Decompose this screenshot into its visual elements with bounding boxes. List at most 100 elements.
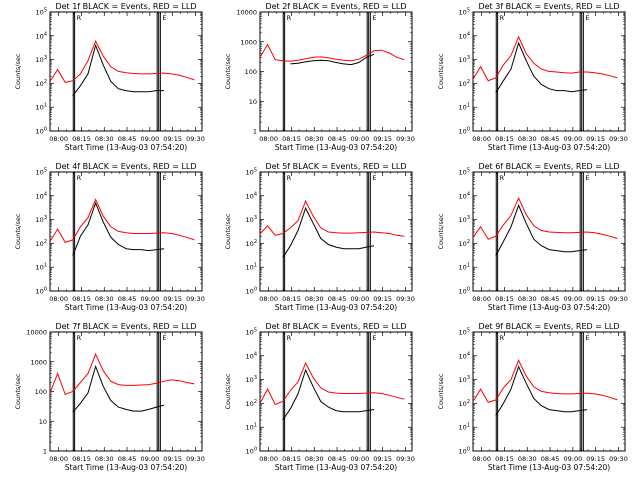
x-tick-label: 09:30 — [396, 295, 415, 303]
x-tick-label: 09:15 — [163, 295, 182, 303]
y-tick-label: 105 — [246, 328, 257, 337]
y-axis-label: Counts/sec — [224, 213, 232, 249]
y-tick-label: 104 — [459, 191, 470, 200]
y-tick-label: 100 — [246, 447, 257, 456]
chart-title: Det 5f BLACK = Events, RED = LLD — [265, 162, 406, 171]
y-tick-label: 102 — [36, 239, 47, 248]
x-tick-label: 09:00 — [350, 455, 369, 463]
x-tick-label: 08:30 — [95, 295, 114, 303]
y-tick-label: 105 — [36, 8, 47, 17]
chart-title: Det 2f BLACK = Events, RED = LLD — [265, 2, 406, 11]
marker-label-e: E — [372, 14, 376, 22]
y-tick-label: 1000 — [240, 38, 257, 46]
y-tick-label: 101 — [459, 103, 470, 112]
series-line-events — [282, 206, 375, 258]
x-tick-label: 09:00 — [563, 455, 582, 463]
x-tick-label: 08:00 — [49, 455, 68, 463]
x-tick-label: 08:15 — [495, 135, 514, 143]
marker-label-e: E — [372, 334, 376, 342]
x-axis-label: Start Time (13-Aug-03 07:54:20) — [488, 463, 610, 472]
x-tick-label: 09:15 — [163, 455, 182, 463]
series-line-events — [72, 201, 165, 256]
y-tick-label: 101 — [246, 423, 257, 432]
plot-frame — [259, 171, 413, 292]
x-tick-label: 08:45 — [328, 455, 347, 463]
y-tick-label: 103 — [459, 215, 470, 224]
y-axis-label: Counts/sec — [224, 53, 232, 89]
y-tick-label: 100 — [459, 447, 470, 456]
chart-panel-7: Det 7f BLACK = Events, RED = LLD 1 10 100 10… — [14, 322, 205, 472]
x-axis-label: Start Time (13-Aug-03 07:54:20) — [488, 303, 610, 312]
x-tick-label: 08:15 — [282, 135, 301, 143]
y-tick-label: 10000 — [26, 329, 47, 337]
x-tick-label: 08:45 — [541, 455, 560, 463]
x-tick-label: 09:15 — [586, 135, 605, 143]
chart-title: Det 8f BLACK = Events, RED = LLD — [265, 322, 406, 331]
y-tick-label: 1000 — [30, 358, 47, 366]
y-tick-label: 100 — [246, 287, 257, 296]
plot-frame — [49, 11, 203, 132]
y-tick-label: 104 — [36, 191, 47, 200]
x-tick-label: 09:00 — [140, 455, 159, 463]
marker-label-r: R — [500, 334, 505, 342]
x-tick-label: 08:45 — [328, 135, 347, 143]
marker-label-r: R — [500, 14, 505, 22]
marker-label-r: R — [77, 14, 82, 22]
y-axis-label: Counts/sec — [224, 373, 232, 409]
x-tick-label: 09:00 — [350, 135, 369, 143]
x-tick-label: 08:15 — [72, 295, 91, 303]
x-axis-label: Start Time (13-Aug-03 07:54:20) — [275, 143, 397, 152]
x-tick-label: 09:30 — [186, 455, 205, 463]
y-tick-label: 100 — [459, 287, 470, 296]
x-tick-label: 08:15 — [495, 455, 514, 463]
x-axis-label: Start Time (13-Aug-03 07:54:20) — [275, 463, 397, 472]
x-tick-label: 08:00 — [259, 455, 278, 463]
x-tick-label: 08:00 — [259, 295, 278, 303]
x-tick-label: 08:00 — [472, 455, 491, 463]
y-tick-label: 102 — [459, 399, 470, 408]
x-tick-label: 09:15 — [373, 135, 392, 143]
y-tick-label: 104 — [36, 31, 47, 40]
marker-label-r: R — [500, 174, 505, 182]
series-line-lld — [472, 359, 618, 404]
chart-title: Det 6f BLACK = Events, RED = LLD — [478, 162, 619, 171]
plot-frame — [472, 11, 626, 132]
y-tick-label: 103 — [246, 215, 257, 224]
x-axis-label: Start Time (13-Aug-03 07:54:20) — [275, 303, 397, 312]
x-tick-label: 09:00 — [350, 295, 369, 303]
y-tick-label: 101 — [246, 263, 257, 272]
series-line-events — [495, 203, 588, 257]
plot-frame — [472, 331, 626, 452]
x-tick-label: 08:30 — [305, 135, 324, 143]
x-axis-label: Start Time (13-Aug-03 07:54:20) — [488, 143, 610, 152]
chart-panel-9: Det 9f BLACK = Events, RED = LLD 100 101 10… — [437, 322, 628, 472]
y-tick-label: 100 — [36, 287, 47, 296]
x-tick-label: 08:30 — [305, 295, 324, 303]
series-line-lld — [472, 35, 618, 82]
x-tick-label: 08:00 — [472, 135, 491, 143]
y-tick-label: 10000 — [236, 9, 257, 17]
x-tick-label: 09:00 — [563, 295, 582, 303]
x-tick-label: 08:30 — [518, 295, 537, 303]
y-tick-label: 104 — [246, 191, 257, 200]
x-tick-label: 08:45 — [118, 135, 137, 143]
y-axis-label: Counts/sec — [437, 213, 445, 249]
x-axis-label: Start Time (13-Aug-03 07:54:20) — [65, 143, 187, 152]
x-tick-label: 08:15 — [72, 135, 91, 143]
marker-label-e: E — [162, 174, 166, 182]
chart-title: Det 1f BLACK = Events, RED = LLD — [55, 2, 196, 11]
marker-label-e: E — [585, 14, 589, 22]
marker-label-e: E — [372, 174, 376, 182]
x-tick-label: 09:00 — [140, 295, 159, 303]
x-tick-label: 08:45 — [118, 295, 137, 303]
chart-panel-1: Det 1f BLACK = Events, RED = LLD 100 101 10… — [14, 2, 205, 152]
y-tick-label: 105 — [459, 8, 470, 17]
y-tick-label: 100 — [36, 127, 47, 136]
x-axis-label: Start Time (13-Aug-03 07:54:20) — [65, 303, 187, 312]
x-tick-label: 08:15 — [72, 455, 91, 463]
series-line-lld — [259, 199, 405, 237]
chart-panel-8: Det 8f BLACK = Events, RED = LLD 100 101 10… — [224, 322, 415, 472]
chart-title: Det 3f BLACK = Events, RED = LLD — [478, 2, 619, 11]
x-tick-label: 09:30 — [609, 295, 628, 303]
